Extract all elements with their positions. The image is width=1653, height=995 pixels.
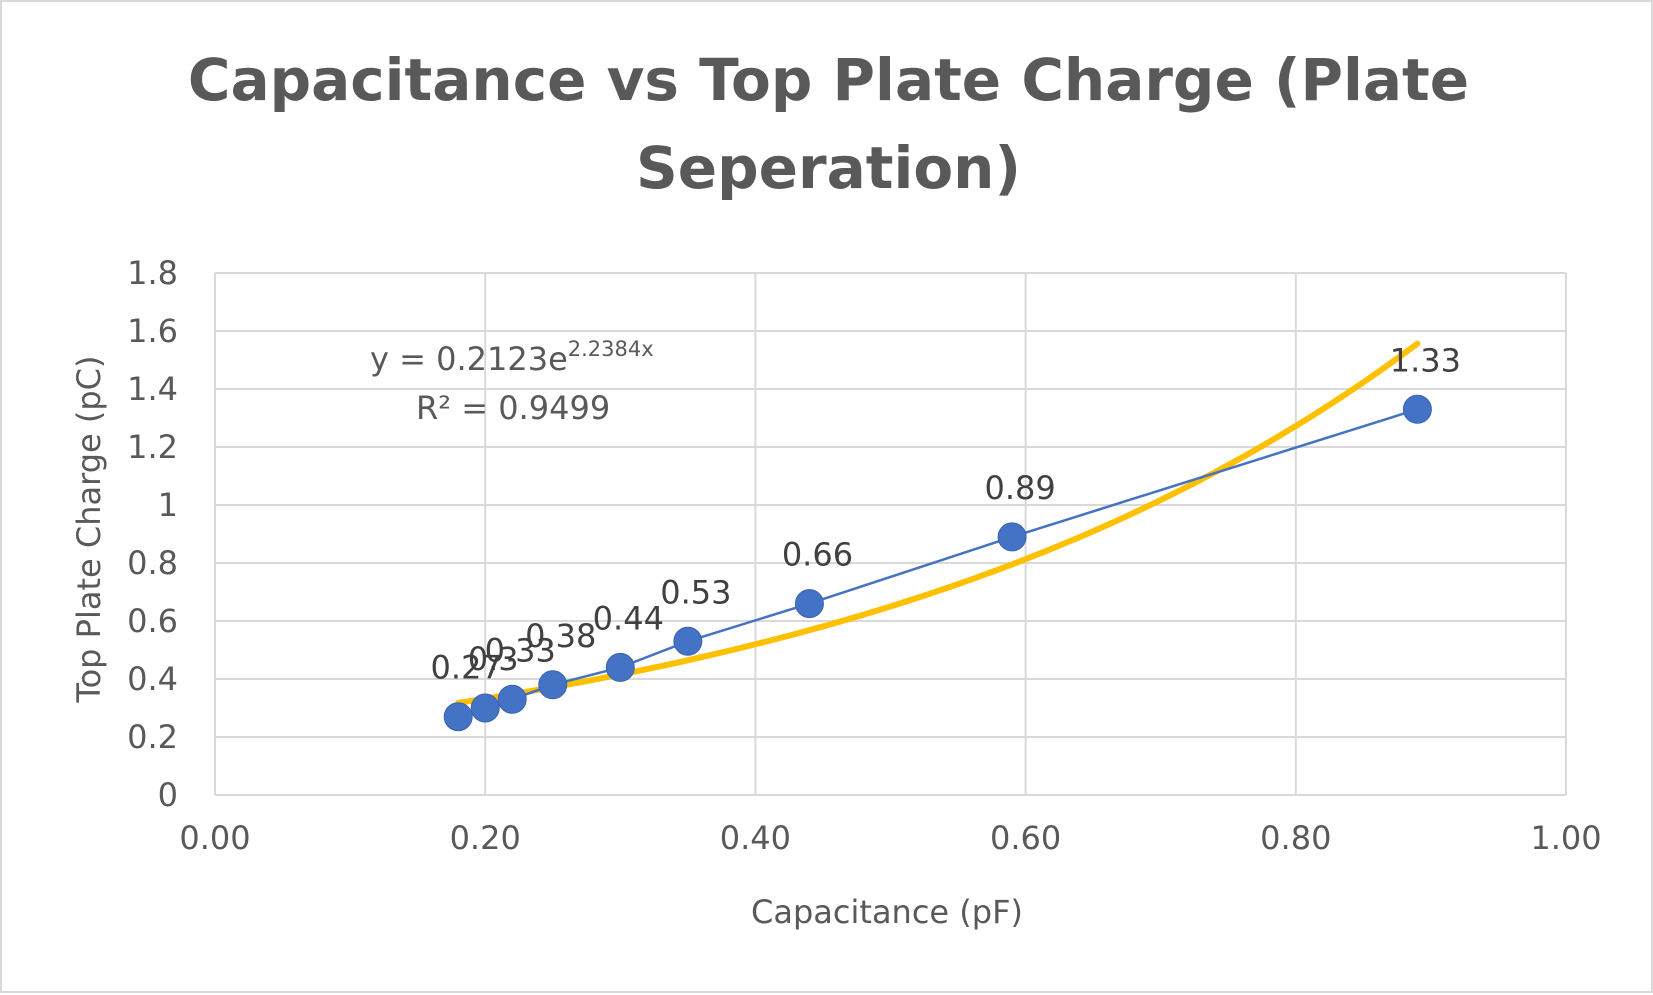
data-point xyxy=(538,670,568,700)
chart-title-line-1: Capacitance vs Top Plate Charge (Plate xyxy=(187,46,1470,114)
y-tick-label: 1.8 xyxy=(127,254,178,292)
trendline-equation-exponent: 2.2384x xyxy=(568,337,654,361)
y-tick-label: 1.4 xyxy=(127,370,178,408)
data-point xyxy=(673,626,703,656)
y-tick-label: 0 xyxy=(158,776,178,814)
y-axis-title: Top Plate Charge (pC) xyxy=(70,356,108,704)
data-label: 0.89 xyxy=(984,469,1055,507)
x-tick-label: 0.80 xyxy=(1260,819,1331,857)
x-tick-label: 0.00 xyxy=(179,819,250,857)
series-group xyxy=(443,394,1432,732)
x-tick-label: 0.60 xyxy=(990,819,1061,857)
data-point xyxy=(470,693,500,723)
trendline-equation: y = 0.2123e2.2384x xyxy=(370,337,654,378)
y-tick-label: 0.6 xyxy=(127,602,178,640)
data-point xyxy=(497,684,527,714)
data-label: 0.66 xyxy=(782,536,853,574)
y-tick-label: 1 xyxy=(158,486,178,524)
y-tick-label: 0.8 xyxy=(127,544,178,582)
data-point xyxy=(443,702,473,732)
data-label: 0.53 xyxy=(660,573,731,611)
gridlines xyxy=(214,272,1567,796)
y-tick-label: 0.2 xyxy=(127,718,178,756)
data-label: 0.3 xyxy=(468,640,519,678)
data-labels: 0.270.30.330.380.440.53 0.66 0.89 1.33 xyxy=(431,341,1461,686)
x-tick-label: 0.40 xyxy=(720,819,791,857)
data-label: 0.33 xyxy=(485,631,556,669)
x-tick-label: 0.20 xyxy=(450,819,521,857)
data-point xyxy=(794,589,824,619)
x-tick-label: 1.00 xyxy=(1530,819,1601,857)
data-label: 0.27 xyxy=(431,649,502,687)
y-tick-label: 1.2 xyxy=(127,428,178,466)
data-point xyxy=(997,522,1027,552)
data-point xyxy=(605,652,635,682)
tick-labels: 0 0.2 0.4 0.6 0.8 1 1.2 1.4 1.6 1.8 0.00 0.20 0.40 0.… xyxy=(127,254,1602,857)
chart-title-line-2: Seperation) xyxy=(636,134,1021,202)
trendline-r-squared: R² = 0.9499 xyxy=(416,389,610,427)
data-label: 1.33 xyxy=(1390,341,1461,379)
y-tick-label: 1.6 xyxy=(127,312,178,350)
y-tick-label: 0.4 xyxy=(127,660,178,698)
data-point xyxy=(1402,394,1432,424)
data-label: 0.38 xyxy=(525,617,596,655)
data-label: 0.44 xyxy=(593,599,664,637)
x-axis-title: Capacitance (pF) xyxy=(751,893,1023,931)
trendline-equation-base: y = 0.2123e xyxy=(370,340,568,378)
